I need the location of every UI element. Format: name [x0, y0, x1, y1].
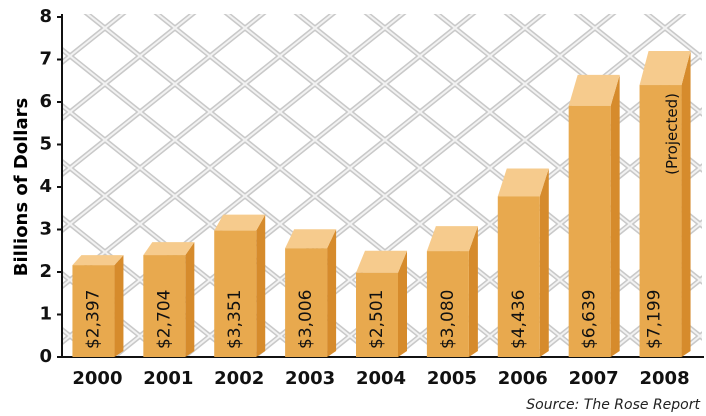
x-tick-label: 2002 [214, 368, 264, 389]
value-label: $2,397 [83, 290, 103, 349]
bar-side [114, 255, 124, 357]
bar-side [610, 74, 620, 357]
y-tick-label: 7 [39, 49, 52, 70]
bar [356, 272, 398, 357]
y-tick-label: 2 [39, 261, 52, 282]
value-label: $2,704 [154, 290, 174, 349]
bar-side [398, 250, 407, 357]
y-tick-label: 4 [39, 176, 52, 197]
bar-top [72, 255, 124, 266]
bar [214, 230, 257, 357]
bar-side [327, 229, 337, 357]
value-label: $2,501 [367, 290, 387, 349]
y-tick-label: 1 [39, 304, 52, 325]
bar-top [214, 214, 266, 231]
bar-side [539, 168, 549, 357]
bar-top [143, 242, 195, 256]
y-axis-label: Billions of Dollars [11, 98, 32, 276]
y-tick-label: 0 [39, 346, 52, 367]
x-tick-label: 2006 [498, 368, 548, 389]
bar [143, 255, 186, 357]
x-tick-label: 2001 [143, 368, 193, 389]
source: Source: The Rose Report [526, 397, 700, 413]
x-tick-label: 2003 [285, 368, 335, 389]
bar-top [497, 168, 549, 197]
bar-side [256, 214, 266, 357]
value-label: $4,436 [509, 290, 529, 349]
value-label: $3,080 [438, 290, 458, 349]
value-label: $3,006 [296, 290, 316, 349]
x-tick-label: 2008 [640, 368, 690, 389]
y-tick-label: 8 [39, 6, 52, 27]
bar-side [468, 226, 478, 357]
bar-side [681, 51, 691, 357]
x-tick-label: 2000 [72, 368, 122, 389]
x-tick-label: 2004 [356, 368, 406, 389]
bar [426, 251, 469, 357]
annotation: (Projected) [663, 93, 681, 175]
bar [639, 85, 682, 357]
bar-top [426, 226, 478, 252]
x-tick-label: 2005 [427, 368, 477, 389]
value-label: $6,639 [580, 290, 600, 349]
bar [285, 248, 328, 357]
x-tick-label: 2007 [569, 368, 619, 389]
bar [568, 105, 611, 357]
bar-side [185, 242, 195, 357]
y-tick-label: 6 [39, 91, 52, 112]
y-tick-label: 3 [39, 219, 52, 240]
bar [72, 265, 115, 357]
bar [497, 196, 540, 357]
bar-top [568, 74, 620, 106]
bar-top [356, 250, 407, 273]
bar-top [639, 51, 691, 86]
bar-top [285, 229, 337, 249]
value-label: $3,351 [225, 290, 245, 349]
value-label: $7,199 [645, 290, 665, 349]
y-tick-label: 5 [39, 134, 52, 155]
